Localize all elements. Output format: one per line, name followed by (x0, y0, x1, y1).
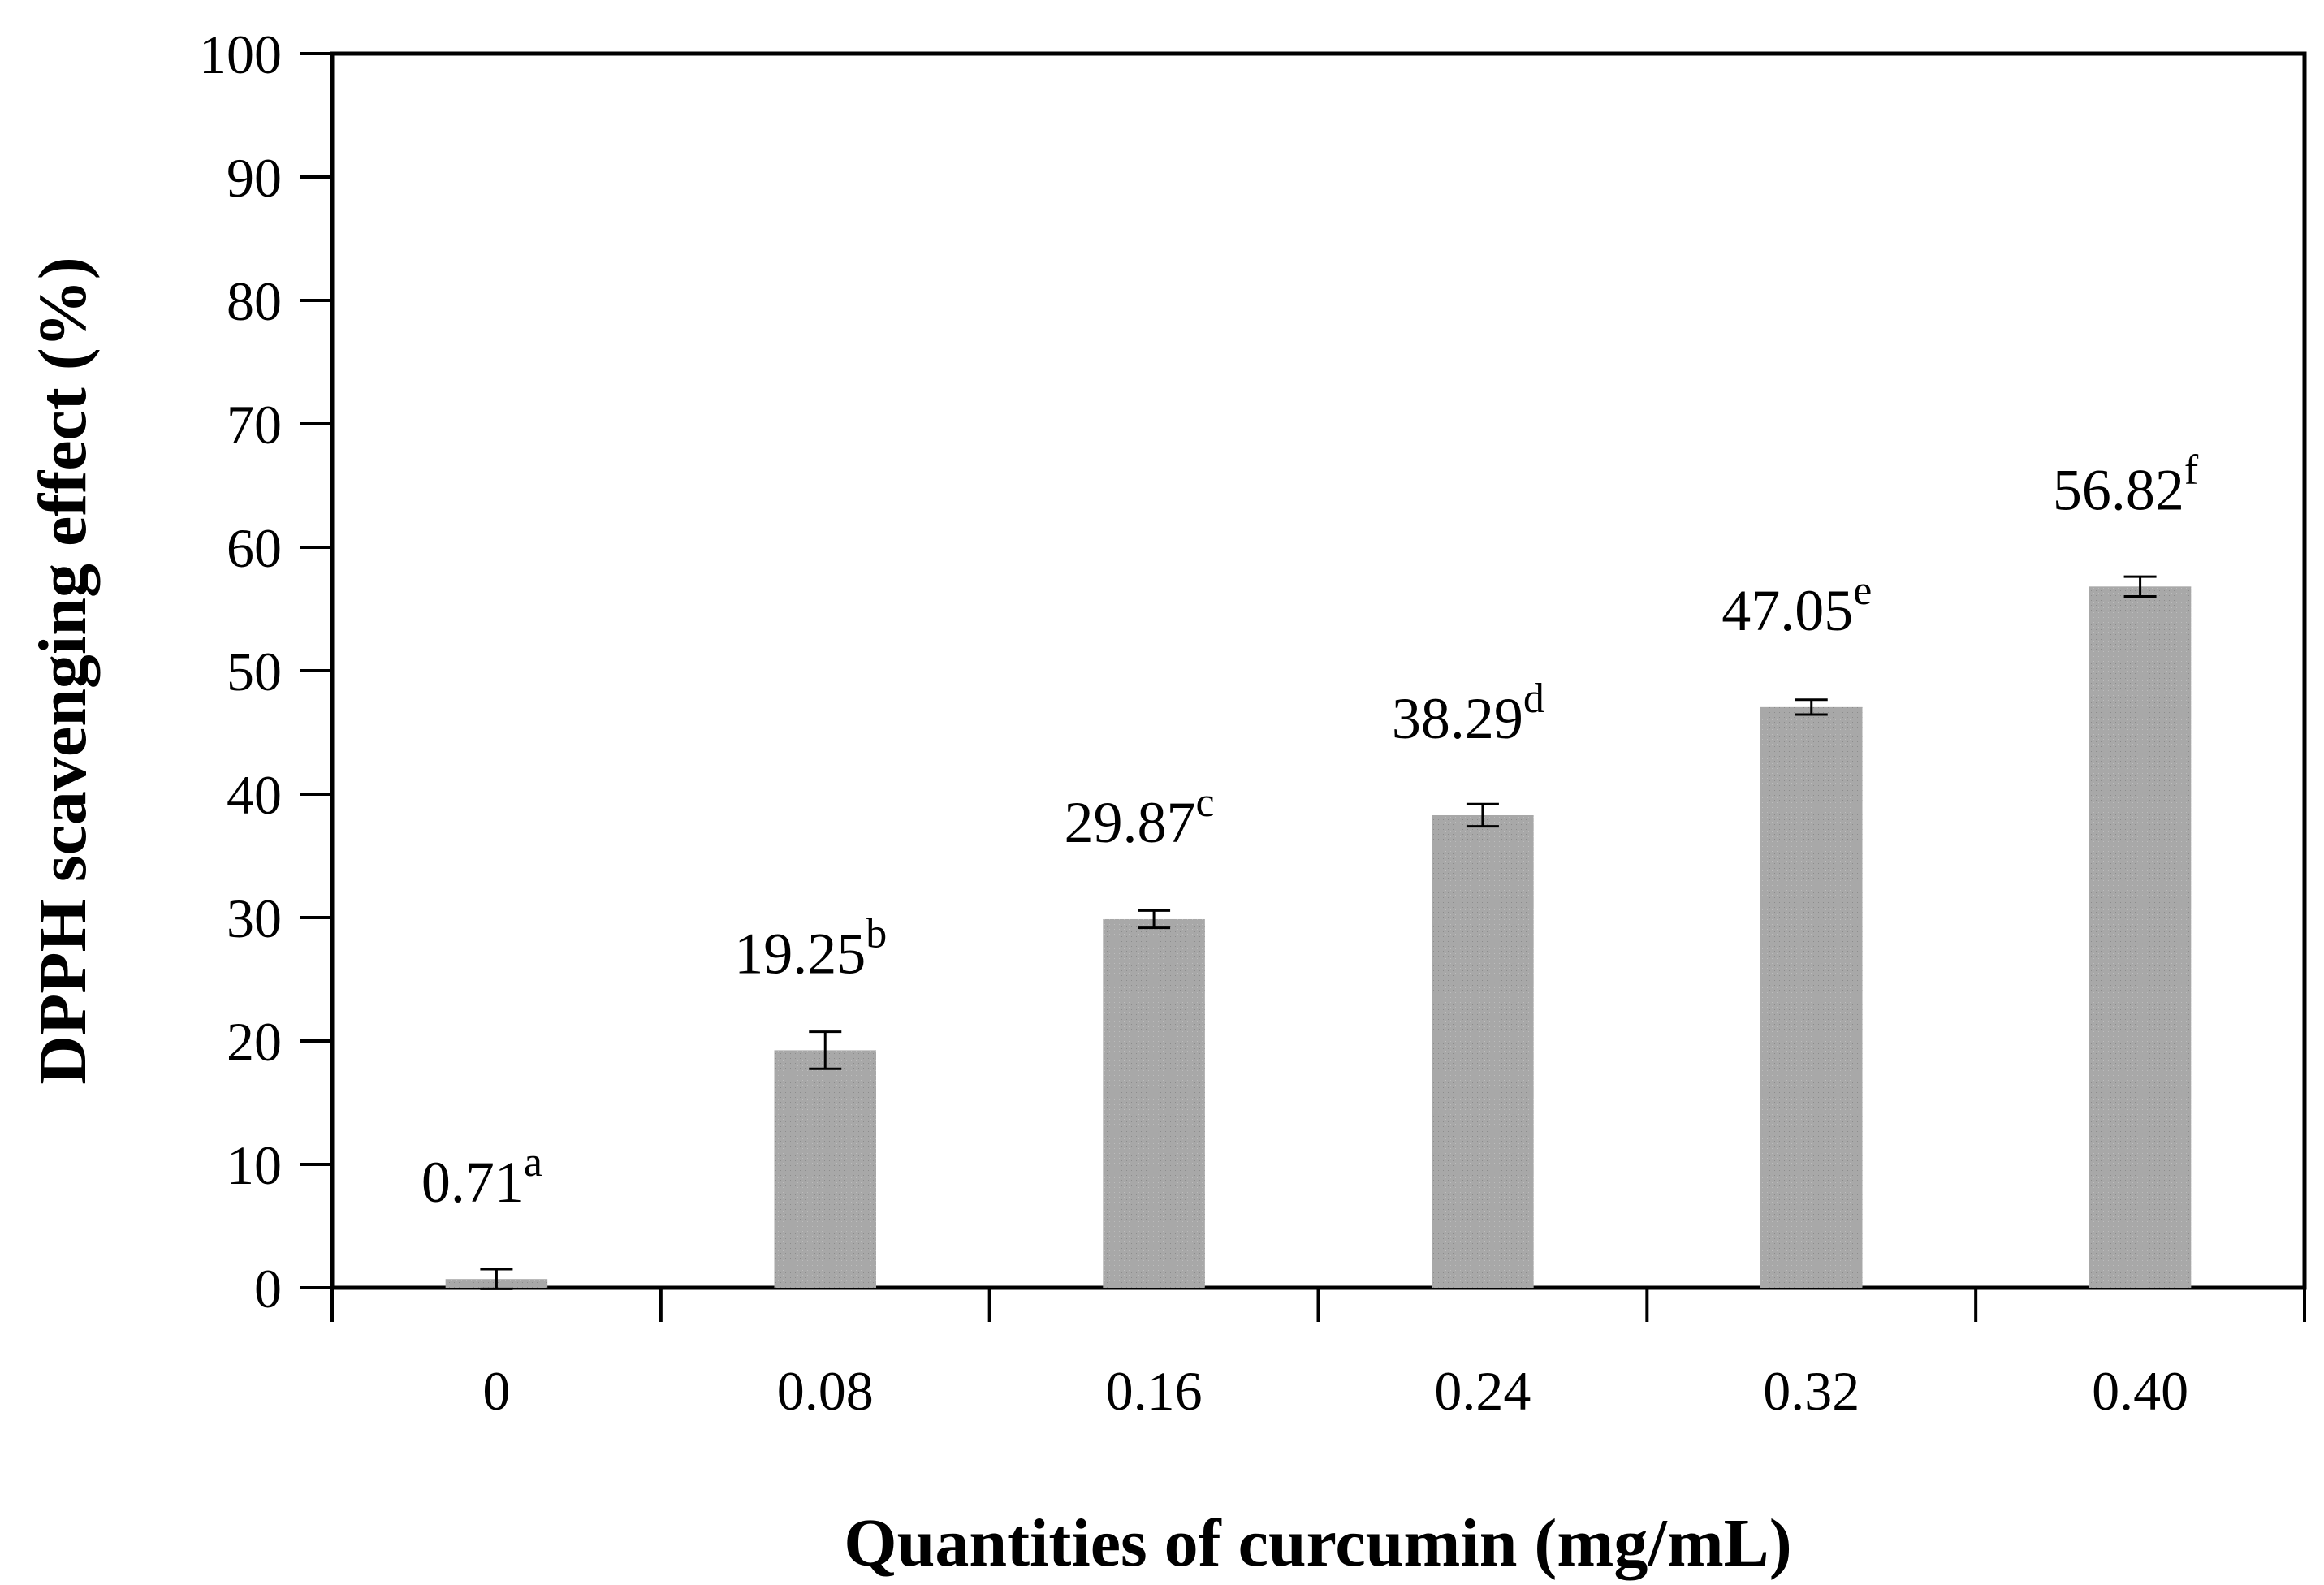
y-tick-label: 70 (227, 394, 282, 456)
y-axis: 0 10 20 30 40 50 60 70 80 90 100 (199, 24, 332, 1319)
y-tick-label: 10 (227, 1134, 282, 1196)
y-tick-label: 20 (227, 1011, 282, 1073)
significance-letter: d (1523, 676, 1544, 722)
data-label: 47.05e (1721, 568, 1872, 643)
significance-letter: f (2184, 447, 2199, 493)
x-tick-label: 0.40 (2092, 1360, 2188, 1422)
significance-letter: b (866, 910, 887, 957)
significance-letter: a (524, 1139, 542, 1186)
data-label: 38.29d (1392, 676, 1544, 751)
bars (445, 575, 2192, 1290)
data-label: 29.87c (1065, 780, 1215, 855)
bar (1103, 918, 1205, 1288)
y-tick-label: 100 (199, 24, 282, 85)
y-axis-title: DPPH scavenging effect (%) (25, 257, 101, 1084)
y-tick-label: 50 (227, 641, 282, 702)
y-tick-label: 40 (227, 764, 282, 826)
bar (1432, 814, 1534, 1288)
x-tick-label: 0.08 (777, 1360, 874, 1422)
y-tick-label: 30 (227, 888, 282, 949)
significance-letter: c (1196, 780, 1215, 826)
plot-area-frame (330, 51, 2307, 1290)
y-tick-label: 80 (227, 270, 282, 332)
x-tick-label: 0 (482, 1360, 510, 1422)
value-labels: 0.71a 19.25b 29.87c 38.29d 47.05e 56.82f (421, 447, 2199, 1215)
x-axis-title: Quantities of curcumin (mg/mL) (844, 1505, 1791, 1581)
x-tick-label: 0.16 (1106, 1360, 1203, 1422)
data-label: 56.82f (2053, 447, 2199, 522)
y-tick-label: 90 (227, 147, 282, 209)
x-tick-label: 0.24 (1434, 1360, 1531, 1422)
x-tick-label: 0.32 (1763, 1360, 1860, 1422)
x-axis: 0 0.08 0.16 0.24 0.32 0.40 (330, 1288, 2306, 1422)
significance-letter: e (1853, 568, 1872, 614)
bar (774, 1050, 876, 1288)
bar (2089, 586, 2192, 1288)
y-tick-label: 60 (227, 517, 282, 579)
data-label: 0.71a (421, 1139, 542, 1215)
bar (1760, 706, 1863, 1288)
y-tick-label: 0 (254, 1258, 282, 1319)
data-label: 19.25b (734, 910, 887, 986)
